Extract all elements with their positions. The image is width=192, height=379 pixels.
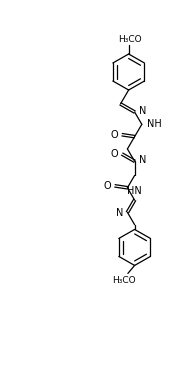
Text: H₃CO: H₃CO — [112, 276, 136, 285]
Text: O: O — [110, 130, 118, 140]
Text: O: O — [103, 181, 111, 191]
Text: N: N — [139, 106, 146, 116]
Text: N: N — [139, 155, 146, 165]
Text: H₃CO: H₃CO — [118, 34, 142, 44]
Text: NH: NH — [147, 119, 162, 129]
Text: O: O — [110, 149, 118, 159]
Text: N: N — [116, 208, 123, 218]
Text: HN: HN — [127, 186, 142, 196]
